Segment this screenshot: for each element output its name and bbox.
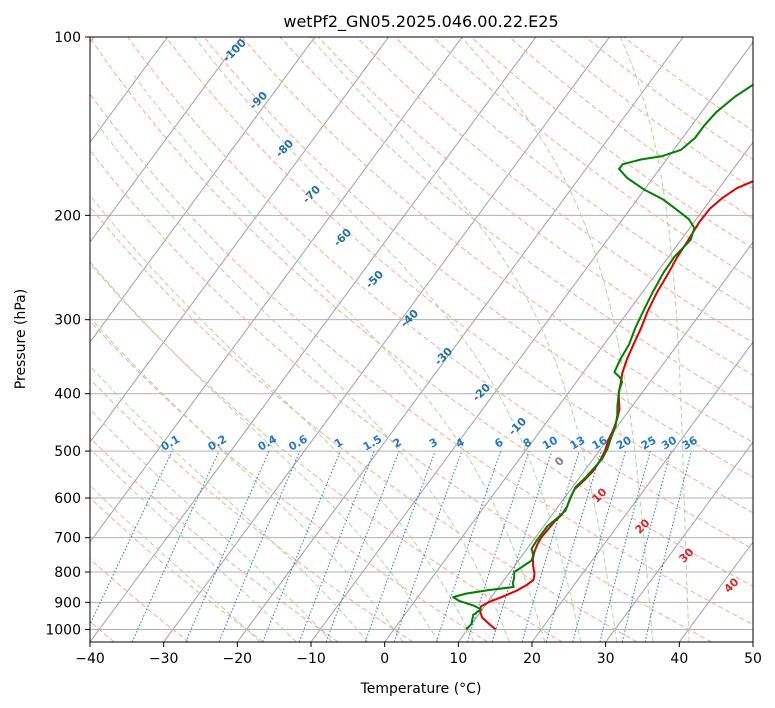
mixing-ratio-line-16 — [545, 450, 602, 642]
isotherm-10 — [457, 241, 753, 642]
moist-adiabat-40 — [619, 37, 690, 642]
x-tick-label: 10 — [449, 651, 467, 667]
mixing-ratio-line-0.1 — [90, 450, 173, 626]
moist-adiabats — [90, 37, 690, 642]
y-axis-ticks: 100 200 300 400 500 600 700 800 900 1000 — [45, 30, 90, 638]
mixing-ratio-line-0.4 — [185, 450, 270, 642]
dry-adiabat-190 — [585, 37, 753, 161]
dry-adiabat-30 — [90, 206, 638, 642]
moist-adiabat-35 — [461, 37, 654, 642]
y-tick-label: 600 — [54, 491, 81, 507]
dry-adiabat-110 — [279, 37, 753, 410]
x-tick-label: 40 — [670, 651, 688, 667]
moist-adiabat--20 — [90, 484, 261, 642]
y-tick-label: 100 — [54, 30, 81, 46]
dry-adiabat-140 — [394, 37, 753, 312]
sounding-profiles — [452, 83, 753, 631]
isotherm--40 — [90, 37, 537, 642]
dry-adiabat-10 — [90, 320, 488, 642]
mixing-ratio-line-0.6 — [218, 450, 301, 642]
isotherm--20 — [236, 37, 684, 642]
dry-adiabat-50 — [90, 93, 753, 626]
dry-adiabat-90 — [203, 37, 753, 478]
moist-adiabat-5 — [90, 261, 439, 642]
y-tick-label: 1000 — [45, 622, 81, 638]
isotherm--60 — [90, 37, 389, 443]
x-tick-label: 50 — [744, 651, 762, 667]
x-tick-label: −30 — [149, 651, 179, 667]
mixing-ratio-line-0.2 — [131, 450, 220, 642]
skewed-isotherms — [90, 37, 753, 642]
dry-adiabats — [90, 37, 753, 642]
x-tick-label: 30 — [597, 651, 615, 667]
moist-adiabat-15 — [96, 123, 510, 642]
mixing-ratio-line-10 — [491, 450, 553, 642]
isotherm--50 — [90, 37, 463, 543]
dry-adiabat--20 — [90, 497, 264, 642]
isotherm-30 — [605, 441, 753, 642]
y-tick-label: 900 — [54, 595, 81, 611]
y-tick-label: 700 — [54, 531, 81, 547]
mixing-ratio-lines — [90, 450, 693, 642]
moist-adiabat-20 — [131, 72, 546, 642]
y-tick-label: 200 — [54, 208, 81, 224]
isotherm--30 — [163, 37, 610, 642]
y-tick-label: 300 — [54, 313, 81, 329]
isotherm-0 — [384, 141, 753, 642]
dry-adiabat-100 — [241, 37, 753, 444]
y-tick-label: 400 — [54, 387, 81, 403]
mixing-ratio-line-20 — [572, 450, 627, 642]
isotherm--70 — [90, 37, 316, 343]
dry-adiabat-70 — [127, 37, 753, 550]
dry-adiabat-20 — [90, 262, 563, 642]
mixing-ratio-line-1.5 — [298, 450, 375, 642]
moist-adiabat-30 — [309, 37, 618, 642]
x-tick-label: −40 — [75, 651, 105, 667]
isotherm--90 — [90, 37, 168, 144]
plot-area: 0.1 0.2 0.4 0.6 1 1.5 2 3 4 6 8 10 13 16 20 25 30 36-100-… — [90, 37, 753, 642]
x-tick-label: 0 — [380, 651, 389, 667]
y-tick-label: 500 — [54, 444, 81, 460]
mixing-ratio-line-3 — [364, 450, 436, 642]
mixing-ratio-line-1 — [262, 450, 341, 642]
mixing-ratio-line-6 — [435, 450, 502, 642]
moist-adiabat--10 — [90, 408, 333, 642]
y-axis-label: Pressure (hPa) — [13, 289, 29, 389]
mixing-ratio-line-25 — [599, 450, 651, 642]
chart-title: wetPf2_GN05.2025.046.00.22.E25 — [283, 12, 558, 32]
x-axis-ticks: −40 −30 −20 −10 0 10 20 30 40 50 — [75, 642, 762, 667]
dry-adiabat-60 — [90, 37, 753, 587]
x-tick-label: −10 — [296, 651, 326, 667]
mixing-ratio-line-2 — [325, 450, 400, 642]
dry-adiabat-120 — [318, 37, 753, 376]
mixing-ratio-line-36 — [644, 450, 693, 642]
isotherm--80 — [90, 37, 242, 244]
moist-adiabat--5 — [90, 365, 369, 642]
moist-adiabat--15 — [90, 447, 297, 642]
dry-adiabat-150 — [432, 37, 753, 280]
isobar-gridlines — [90, 37, 753, 630]
dry-adiabat--10 — [90, 437, 339, 642]
mixing-ratio-line-8 — [467, 450, 530, 642]
mixing-ratio-line-4 — [393, 450, 463, 642]
isotherm-20 — [531, 341, 753, 642]
dry-adiabat-130 — [356, 37, 753, 344]
dry-adiabat-80 — [165, 37, 753, 514]
mixing-ratio-line-13 — [521, 450, 580, 642]
x-tick-label: 20 — [523, 651, 541, 667]
moist-adiabat-25 — [193, 37, 582, 642]
moist-adiabat-10 — [90, 194, 475, 642]
dry-adiabat-170 — [508, 37, 753, 220]
plot-frame — [89, 36, 754, 643]
y-tick-label: 800 — [54, 565, 81, 581]
x-axis-label: Temperature (°C) — [360, 681, 482, 697]
dewpoint-profile — [452, 83, 753, 631]
x-tick-label: −20 — [223, 651, 253, 667]
isotherm--10 — [310, 41, 753, 642]
